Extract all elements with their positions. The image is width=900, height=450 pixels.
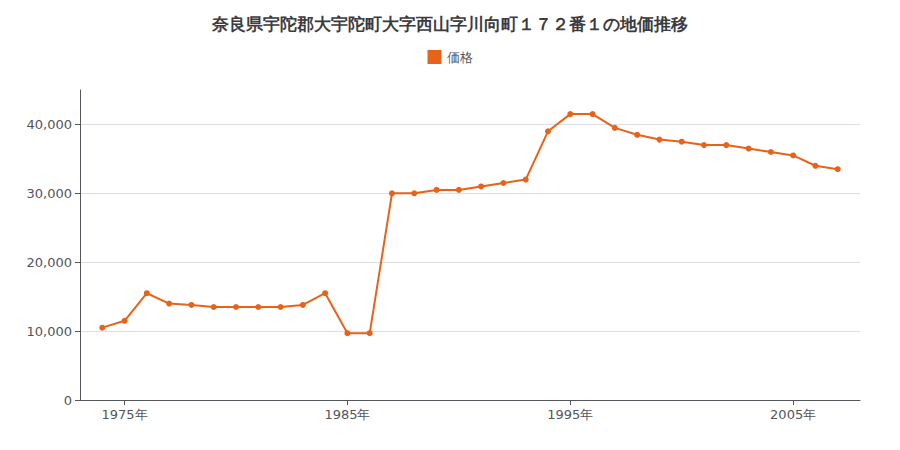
- svg-text:0: 0: [64, 393, 72, 408]
- svg-text:30,000: 30,000: [27, 186, 73, 201]
- svg-text:1985年: 1985年: [324, 407, 370, 422]
- svg-text:1995年: 1995年: [547, 407, 593, 422]
- svg-text:2005年: 2005年: [770, 407, 816, 422]
- svg-text:1975年: 1975年: [102, 407, 148, 422]
- svg-text:価格: 価格: [447, 50, 473, 65]
- svg-text:10,000: 10,000: [27, 324, 73, 339]
- svg-text:40,000: 40,000: [27, 117, 73, 132]
- svg-text:20,000: 20,000: [27, 255, 73, 270]
- svg-text:奈良県宇陀郡大宇陀町大字西山字川向町１７２番１の地価推移: 奈良県宇陀郡大宇陀町大字西山字川向町１７２番１の地価推移: [211, 14, 688, 34]
